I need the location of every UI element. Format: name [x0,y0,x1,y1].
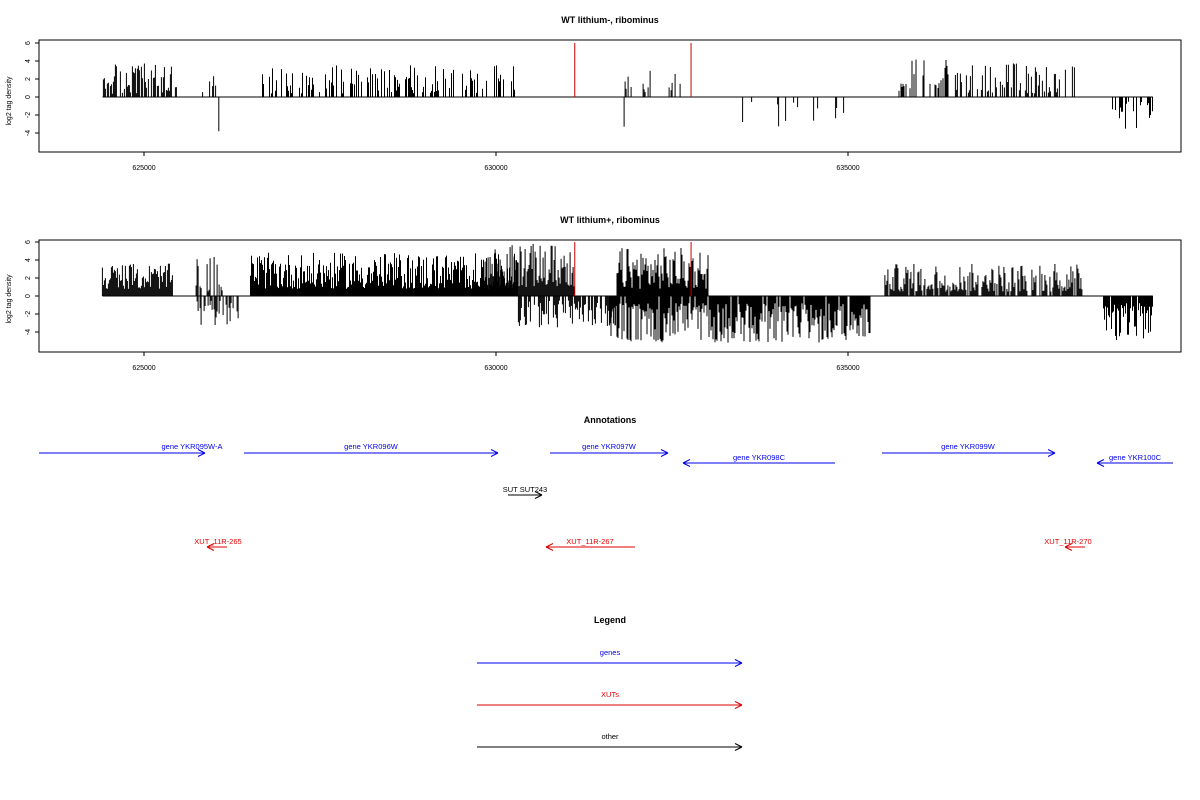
legend-title: Legend [594,615,626,625]
annotation-label: XUT_11R-265 [194,537,241,546]
x-tick-label: 635000 [836,365,859,372]
annotation-label: gene YKR095W-A [161,442,222,451]
annotation-arrow [682,459,835,467]
y-tick-label: 4 [25,59,32,63]
annotation-label: gene YKR100C [1109,453,1162,462]
legend-arrow [477,701,743,709]
y-tick-label: -2 [25,112,32,118]
x-tick-label: 635000 [836,165,859,172]
annotations-panel: Annotations gene YKR095W-A gene YKR096W ge… [39,415,1173,551]
density-bars [102,43,1153,132]
annotation-arrow [508,491,543,499]
annotation-arrow [244,449,499,457]
legend-label: genes [600,648,621,657]
panel-lithium-minus: WT lithium-, ribominus log2 tag density … [6,15,1182,172]
annotation-arrow [1096,459,1173,467]
legend-label: XUTs [601,690,619,699]
y-tick-label: 2 [25,276,32,280]
y-axis: 6 4 2 0 -2 -4 [25,41,39,136]
y-tick-label: 2 [25,77,32,81]
panel-lithium-plus: WT lithium+, ribominus log2 tag density … [6,215,1182,372]
x-tick-label: 625000 [132,365,155,372]
density-bars [101,242,1153,343]
annotation-arrow [39,449,206,457]
x-tick-label: 630000 [484,165,507,172]
y-axis-label: log2 tag density [6,76,13,126]
y-tick-label: 6 [25,240,32,244]
annotation-label: gene YKR096W [344,442,399,451]
y-tick-label: 0 [25,294,32,298]
annotation-label: XUT_11R-270 [1044,537,1091,546]
annotation-arrow [882,449,1056,457]
annotation-tracks: gene YKR095W-A gene YKR096W gene YKR097W ge… [39,442,1173,551]
annotation-label: XUT_11R-267 [566,537,613,546]
x-tick-label: 625000 [132,165,155,172]
legend-items: genes XUTs other [477,648,743,751]
annotation-label: gene YKR099W [941,442,996,451]
panel-title: WT lithium-, ribominus [561,15,659,25]
y-tick-label: -4 [25,130,32,136]
legend-panel: Legend genes XUTs other [477,615,743,751]
y-tick-label: -2 [25,311,32,317]
legend-label: other [601,732,619,741]
x-axis: 625000 630000 635000 [132,152,860,172]
annotation-label: gene YKR098C [733,453,786,462]
annotation-arrow [550,449,669,457]
y-tick-label: -4 [25,329,32,335]
y-tick-label: 0 [25,95,32,99]
legend-arrow [477,743,743,751]
annotation-arrow [206,543,227,551]
y-tick-label: 6 [25,41,32,45]
y-axis: 6 4 2 0 -2 -4 [25,240,39,335]
y-tick-label: 4 [25,258,32,262]
annotation-label: gene YKR097W [582,442,637,451]
y-axis-label: log2 tag density [6,274,13,324]
x-tick-label: 630000 [484,365,507,372]
x-axis: 625000 630000 635000 [132,352,860,372]
plot-frame [38,39,1182,153]
annotations-title: Annotations [584,415,637,425]
annotation-label: SUT SUT243 [503,485,547,494]
panel-title: WT lithium+, ribominus [560,215,660,225]
annotation-arrow [545,543,635,551]
annotation-arrow [1064,543,1085,551]
legend-arrow [477,659,743,667]
